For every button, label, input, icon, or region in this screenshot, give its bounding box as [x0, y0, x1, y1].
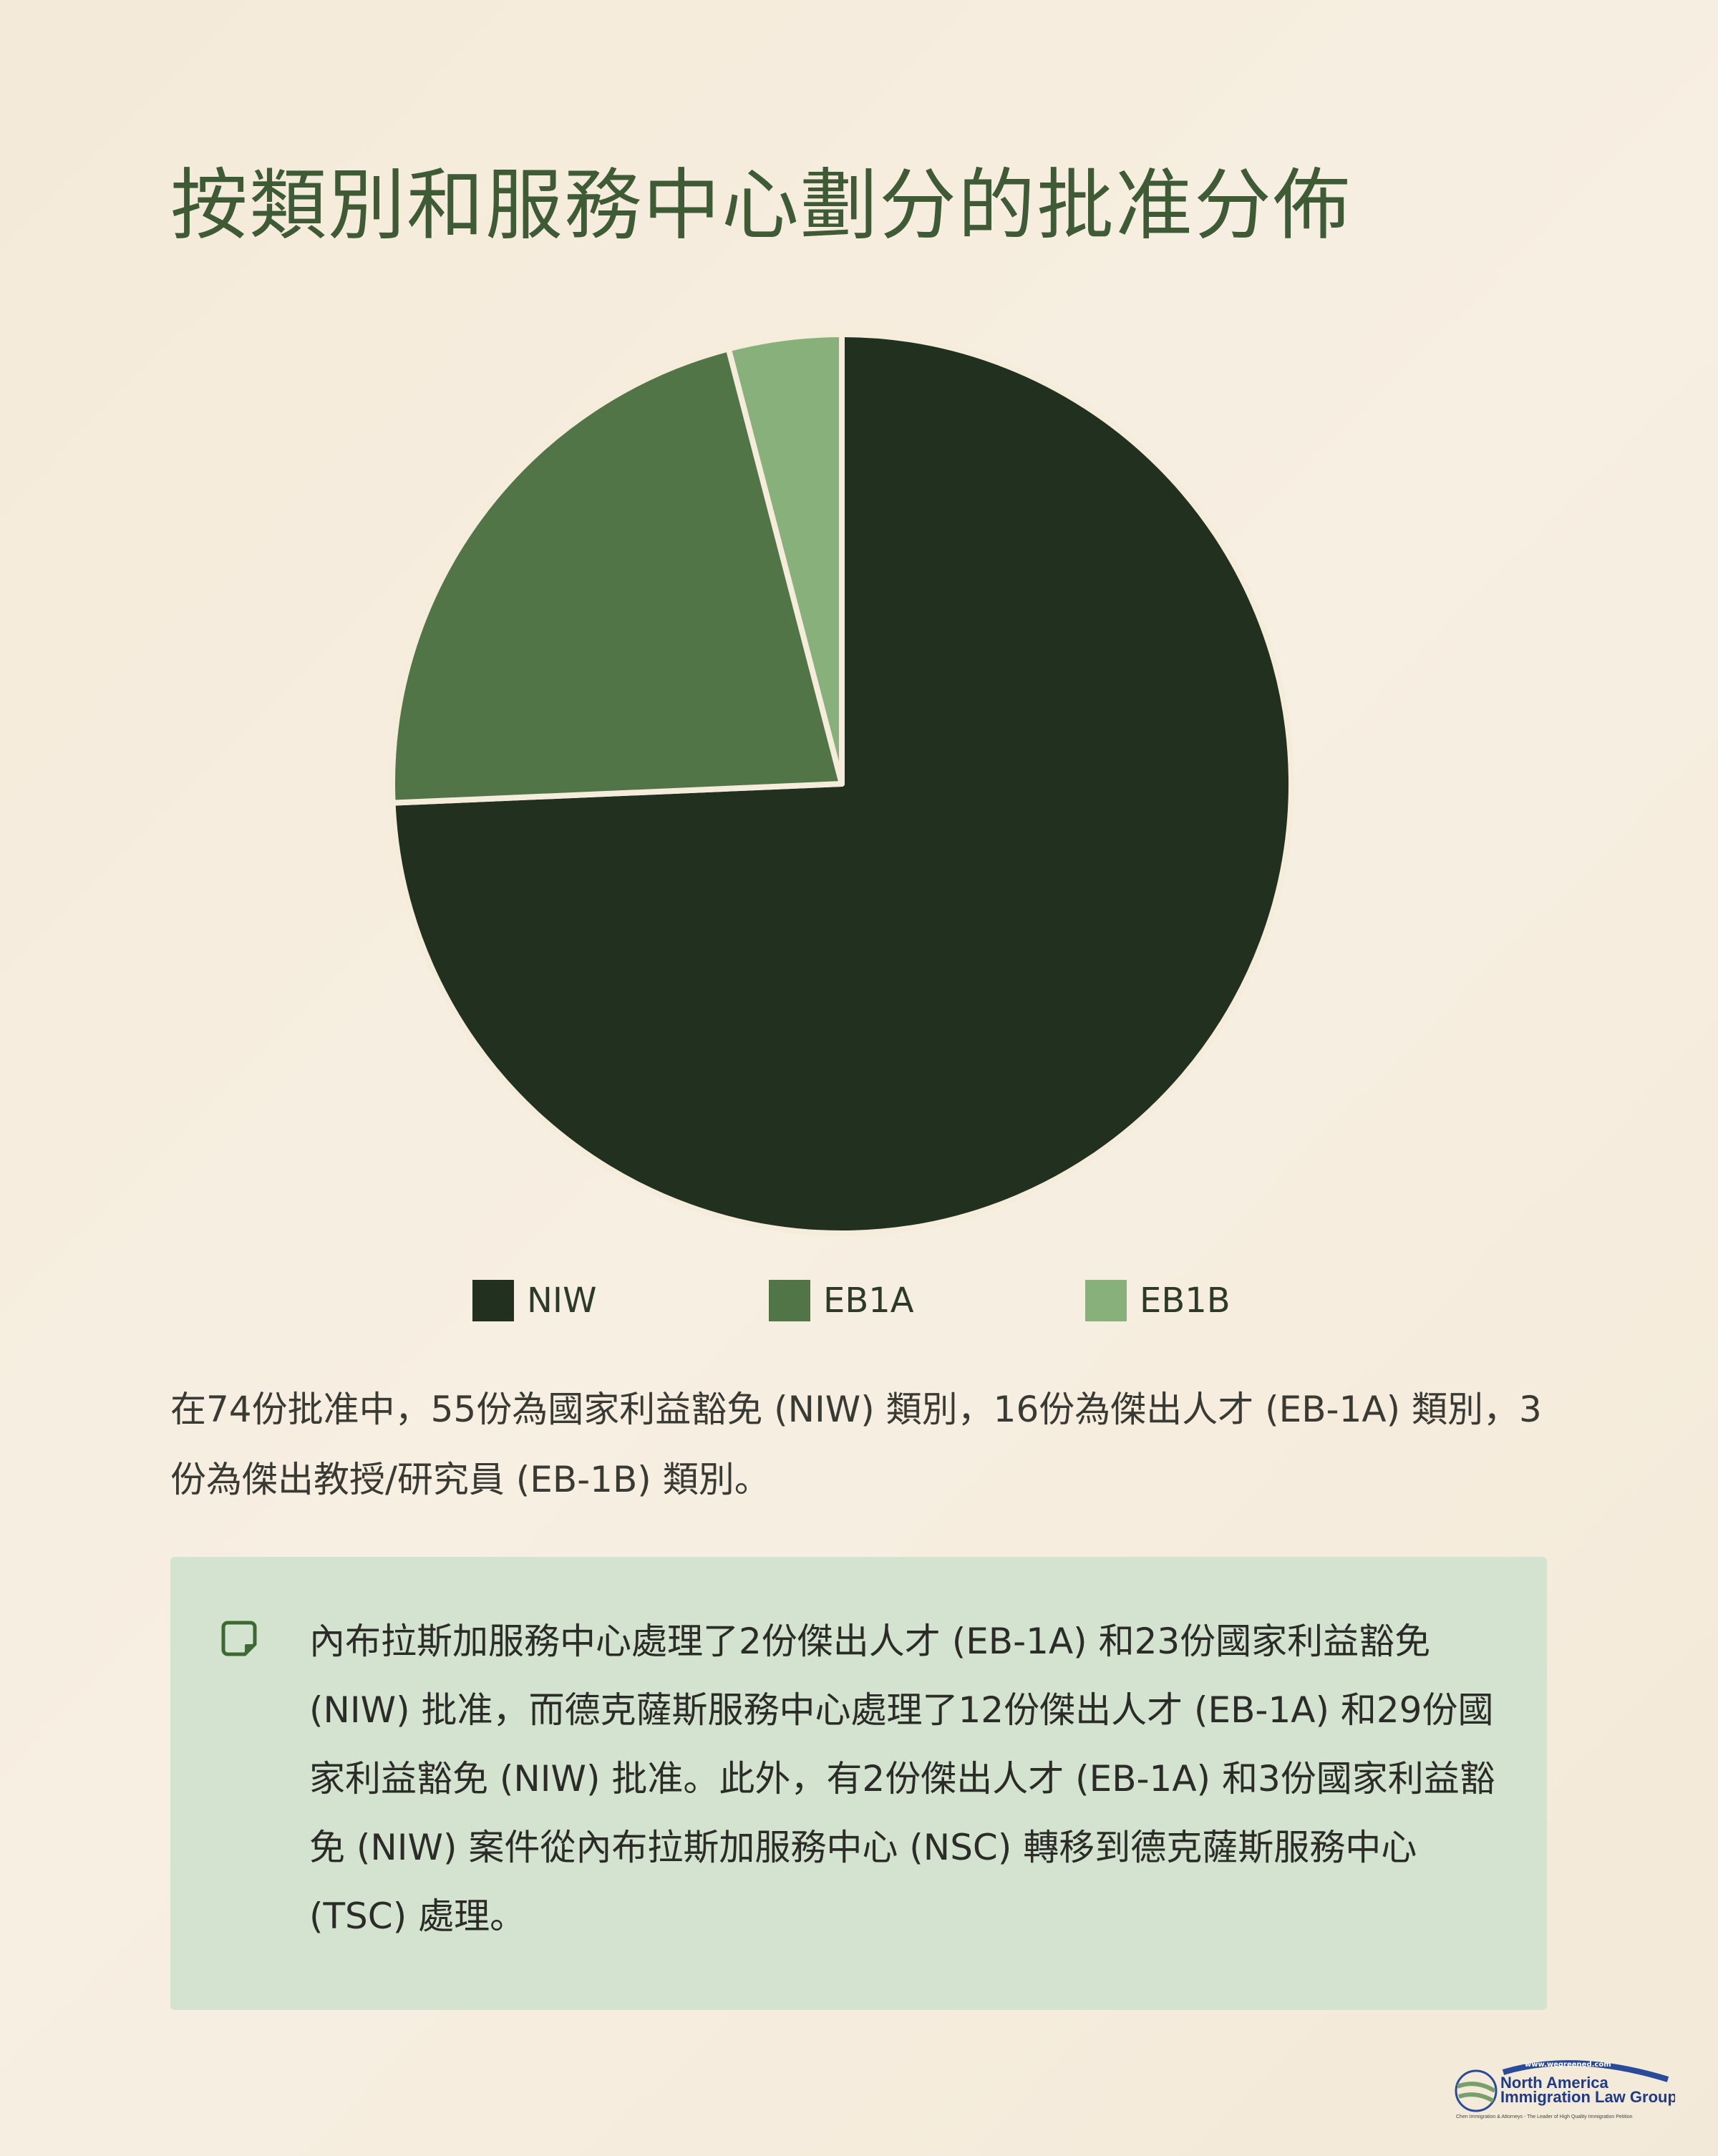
legend-swatch: [769, 1280, 810, 1321]
logo-name-line2: Immigration Law Group: [1500, 2088, 1675, 2106]
page-title: 按類別和服務中心劃分的批准分佈: [170, 161, 1352, 251]
logo-name-line1: North America: [1500, 2074, 1609, 2092]
pie-slice-eb1b: [725, 331, 845, 787]
legend-label: EB1B: [1140, 1281, 1231, 1321]
legend-item-eb1b: EB1B: [1085, 1280, 1231, 1321]
chart-legend: NIW EB1A EB1B: [0, 1280, 1718, 1326]
company-logo: www.wegreened.com North America Immigrat…: [1455, 2060, 1675, 2119]
summary-text: 在74份批准中，55份為國家利益豁免 (NIW) 類別，16份為傑出人才 (EB…: [170, 1389, 1542, 1500]
legend-label: EB1A: [823, 1281, 914, 1321]
pie-slice-eb1a: [389, 346, 845, 806]
sticky-note-icon: [221, 1621, 257, 1656]
legend-swatch: [1085, 1280, 1127, 1321]
note-text: 內布拉斯加服務中心處理了2份傑出人才 (EB-1A) 和23份國家利益豁免 (N…: [309, 1621, 1495, 1937]
pie-chart: [389, 331, 1294, 1236]
legend-item-niw: NIW: [472, 1280, 597, 1321]
logo-url: www.wegreened.com: [1525, 2061, 1611, 2069]
legend-item-eb1a: EB1A: [769, 1280, 914, 1321]
logo-tagline: Chen Immigration & Attorneys - The Leade…: [1456, 2114, 1633, 2119]
legend-label: NIW: [527, 1281, 597, 1321]
legend-swatch: [472, 1280, 514, 1321]
note-box: 內布拉斯加服務中心處理了2份傑出人才 (EB-1A) 和23份國家利益豁免 (N…: [170, 1557, 1547, 2010]
